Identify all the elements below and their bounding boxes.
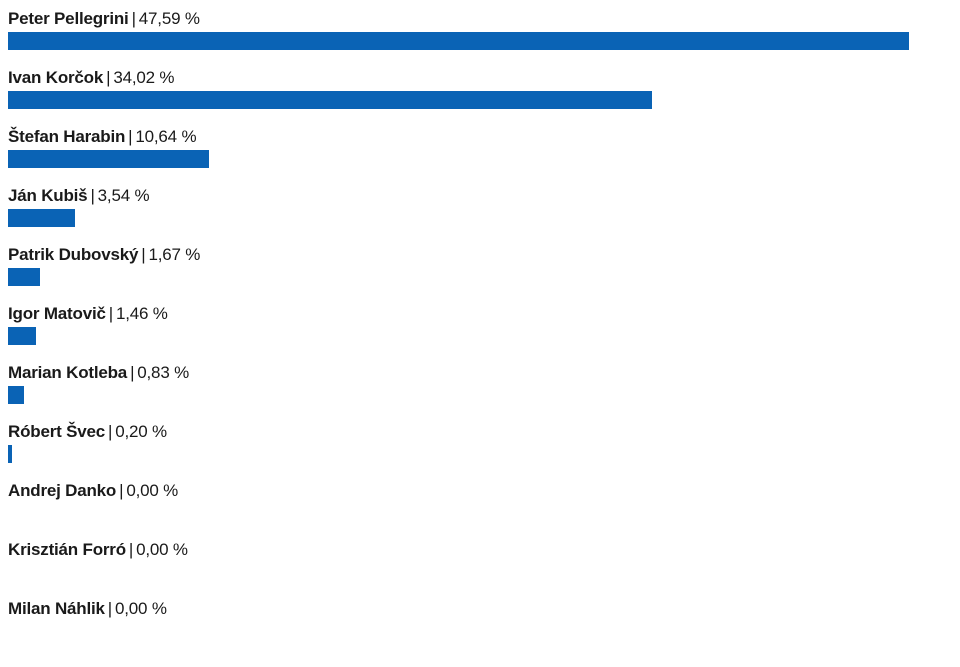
candidate-bar — [8, 32, 909, 50]
label-separator: | — [128, 540, 134, 559]
candidate-bar — [8, 386, 24, 404]
candidate-row: Róbert Švec | 0,20 % — [8, 419, 938, 478]
candidate-label: Marian Kotleba | 0,83 % — [8, 363, 189, 383]
candidate-percentage: 0,00 % — [126, 481, 179, 500]
candidate-bar — [8, 91, 653, 109]
candidate-bar — [8, 327, 36, 345]
candidate-row: Ján Kubiš | 3,54 % — [8, 183, 938, 242]
candidate-percentage: 1,46 % — [115, 304, 168, 323]
label-separator: | — [141, 245, 146, 264]
candidate-row: Ivan Korčok | 34,02 % — [8, 65, 938, 124]
label-separator: | — [106, 68, 111, 87]
candidate-label: Krisztián Forró | 0,00 % — [8, 540, 188, 560]
candidate-name: Ivan Korčok — [8, 68, 104, 87]
candidate-name: Ján Kubiš — [8, 186, 88, 205]
candidate-row: Marian Kotleba | 0,83 % — [8, 360, 938, 419]
label-separator: | — [90, 186, 95, 205]
candidate-label: Ján Kubiš | 3,54 % — [8, 186, 150, 206]
candidate-bar — [8, 150, 210, 168]
candidate-row: Peter Pellegrini | 47,59 % — [8, 6, 938, 65]
label-separator: | — [128, 127, 133, 146]
candidate-row: Štefan Harabin | 10,64 % — [8, 124, 938, 183]
candidate-label: Patrik Dubovský | 1,67 % — [8, 245, 200, 265]
candidate-label: Róbert Švec | 0,20 % — [8, 422, 167, 442]
candidate-percentage: 0,20 % — [115, 422, 167, 441]
candidate-percentage: 3,54 % — [97, 186, 150, 205]
candidate-name: Marian Kotleba — [8, 363, 128, 382]
candidate-percentage: 1,67 % — [148, 245, 201, 264]
candidate-bar — [8, 209, 76, 227]
candidate-label: Peter Pellegrini | 47,59 % — [8, 9, 200, 29]
candidate-name: Krisztián Forró — [8, 540, 126, 559]
candidate-percentage: 0,00 % — [136, 540, 188, 559]
candidate-name: Peter Pellegrini — [8, 9, 129, 28]
candidate-name: Milan Náhlik — [8, 599, 105, 618]
candidate-label: Milan Náhlik | 0,00 % — [8, 599, 167, 619]
label-separator: | — [107, 599, 113, 618]
candidate-percentage: 0,00 % — [115, 599, 167, 618]
candidate-percentage: 10,64 % — [135, 127, 197, 146]
candidate-bar — [8, 445, 12, 463]
results-bar-chart: Peter Pellegrini | 47,59 % Ivan Korčok | 34,0… — [8, 6, 938, 655]
candidate-row: Patrik Dubovský | 1,67 % — [8, 242, 938, 301]
candidate-row: Andrej Danko | 0,00 % — [8, 478, 938, 537]
label-separator: | — [131, 9, 136, 28]
candidate-name: Igor Matovič — [8, 304, 106, 323]
candidate-bar — [8, 268, 40, 286]
label-separator: | — [130, 363, 135, 382]
candidate-label: Igor Matovič | 1,46 % — [8, 304, 168, 324]
label-separator: | — [108, 304, 113, 323]
candidate-name: Štefan Harabin — [8, 127, 126, 146]
candidate-name: Andrej Danko — [8, 481, 117, 500]
candidate-label: Štefan Harabin | 10,64 % — [8, 127, 197, 147]
label-separator: | — [119, 481, 124, 500]
candidate-row: Milan Náhlik | 0,00 % — [8, 596, 938, 655]
candidate-percentage: 34,02 % — [113, 68, 175, 87]
label-separator: | — [108, 422, 113, 441]
candidate-name: Patrik Dubovský — [8, 245, 139, 264]
candidate-name: Róbert Švec — [8, 422, 106, 441]
candidate-label: Andrej Danko | 0,00 % — [8, 481, 178, 501]
candidate-percentage: 47,59 % — [138, 9, 200, 28]
candidate-label: Ivan Korčok | 34,02 % — [8, 68, 175, 88]
candidate-row: Krisztián Forró | 0,00 % — [8, 537, 938, 596]
candidate-percentage: 0,83 % — [137, 363, 190, 382]
candidate-row: Igor Matovič | 1,46 % — [8, 301, 938, 360]
